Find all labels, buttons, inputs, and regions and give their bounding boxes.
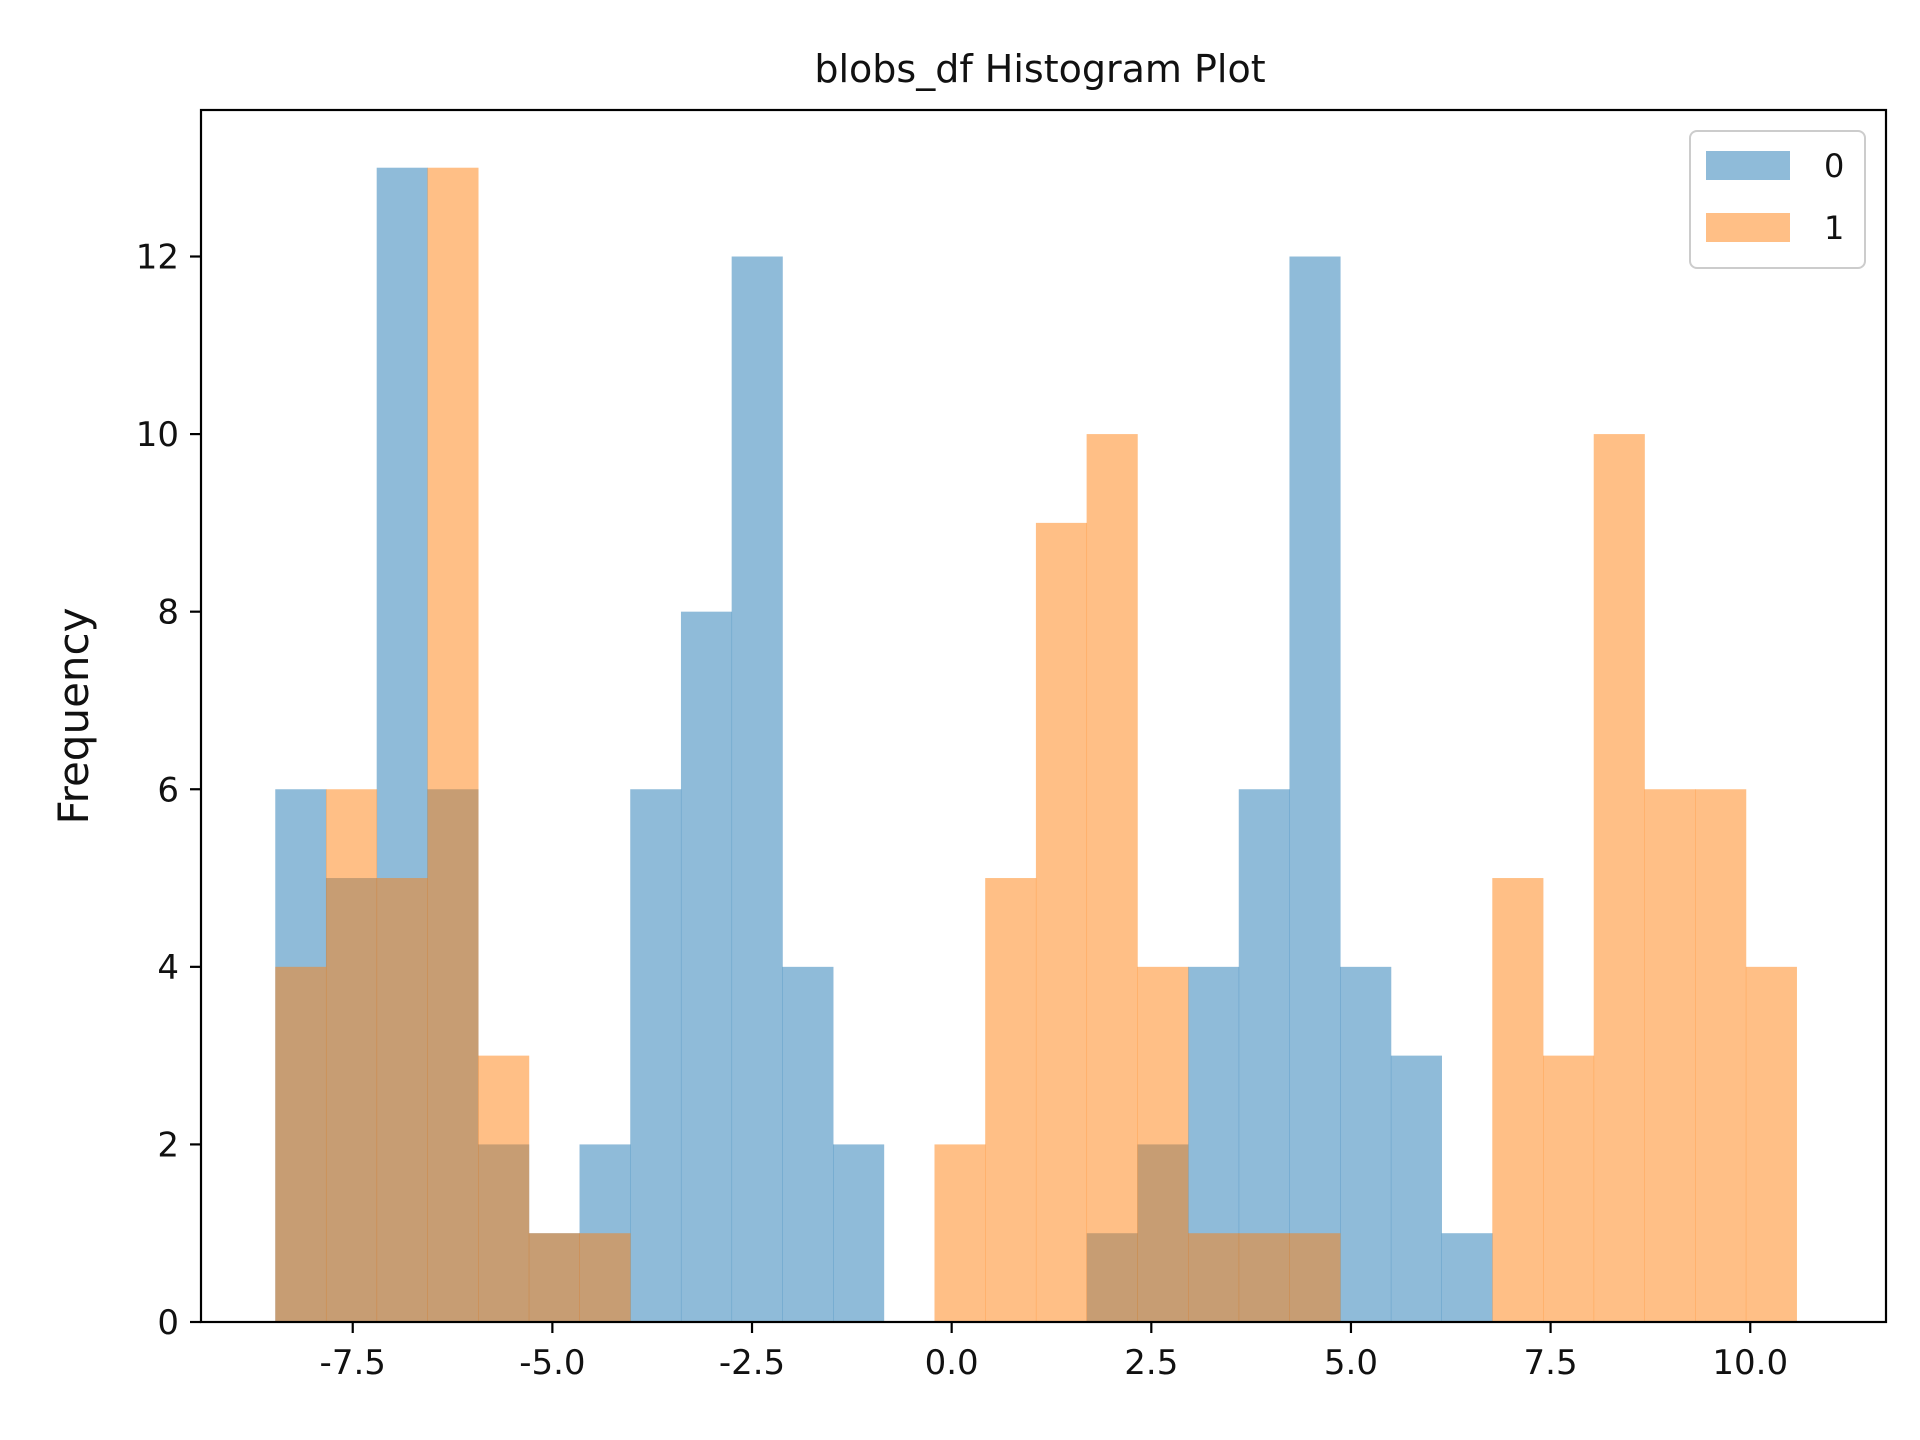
bar-series-1-bin-1	[325, 789, 378, 1322]
y-axis-label: Frequency	[49, 608, 98, 825]
y-tick-label-6: 12	[136, 238, 179, 278]
x-axis-ticks: -7.5 -5.0 -2.5 0.0 2.5 5.0 7.5 10.0	[320, 1322, 1788, 1383]
bar-series-1-bin-17	[1137, 966, 1189, 1322]
bar-series-0-bin-19	[1238, 789, 1290, 1322]
y-tick-label-2: 4	[157, 948, 179, 988]
bar-series-1-bin-14	[985, 878, 1037, 1322]
legend-label-1: 1	[1824, 209, 1844, 247]
bar-series-1-bin-19	[1238, 1233, 1290, 1322]
bar-series-0-bin-23	[1441, 1233, 1493, 1322]
y-tick-label-5: 10	[136, 415, 179, 455]
bar-series-1-bin-0	[275, 966, 327, 1322]
bar-series-0-bin-21	[1340, 966, 1392, 1322]
legend-swatch-1	[1706, 213, 1790, 242]
x-tick-label-3: 0.0	[925, 1343, 979, 1383]
bar-series-0-bin-8	[680, 611, 733, 1322]
bar-series-1-bin-15	[1035, 522, 1088, 1322]
bar-series-1-bin-28	[1695, 789, 1747, 1322]
x-tick-label-4: 2.5	[1124, 1343, 1178, 1383]
bar-series-1-bin-13	[934, 1144, 986, 1322]
legend-swatch-0	[1706, 151, 1790, 180]
bar-series-1-bin-24	[1492, 878, 1544, 1322]
bar-series-1-bin-20	[1289, 1233, 1341, 1322]
bar-series-1-bin-4	[478, 1055, 530, 1322]
y-tick-label-0: 0	[157, 1303, 179, 1343]
histogram-bars	[275, 167, 1797, 1323]
x-tick-label-5: 5.0	[1324, 1343, 1378, 1383]
bar-series-1-bin-16	[1086, 434, 1138, 1323]
bar-series-1-bin-29	[1745, 966, 1797, 1322]
x-tick-label-6: 7.5	[1524, 1343, 1578, 1383]
bar-series-1-bin-26	[1593, 434, 1645, 1323]
y-tick-label-3: 6	[157, 770, 179, 810]
bar-series-1-bin-2	[376, 878, 428, 1322]
bar-series-1-bin-18	[1188, 1233, 1240, 1322]
y-axis-ticks: 0 2 4 6 8 10 12	[136, 238, 201, 1343]
plot-frame	[199, 108, 1888, 1324]
chart-title: blobs_df Histogram Plot	[814, 47, 1265, 91]
bar-series-1-bin-27	[1644, 789, 1696, 1322]
legend-label-0: 0	[1824, 147, 1844, 185]
bar-series-0-bin-20	[1289, 256, 1341, 1322]
bar-series-0-bin-11	[833, 1144, 885, 1322]
y-tick-label-4: 8	[157, 593, 179, 633]
x-tick-label-1: -5.0	[519, 1343, 585, 1383]
bar-series-1-bin-25	[1543, 1055, 1595, 1322]
legend: 01	[1689, 130, 1866, 269]
bar-series-0-bin-22	[1390, 1055, 1442, 1322]
bar-series-1-bin-6	[579, 1233, 631, 1322]
x-tick-label-7: 10.0	[1712, 1343, 1788, 1383]
bar-series-0-bin-10	[782, 966, 834, 1322]
bar-series-1-bin-5	[528, 1233, 580, 1322]
x-tick-label-0: -7.5	[320, 1343, 386, 1383]
bar-series-0-bin-9	[731, 256, 783, 1322]
bar-series-0-bin-7	[630, 789, 682, 1322]
bar-series-1-bin-3	[427, 167, 479, 1323]
x-tick-label-2: -2.5	[719, 1343, 785, 1383]
y-tick-label-1: 2	[157, 1125, 179, 1165]
